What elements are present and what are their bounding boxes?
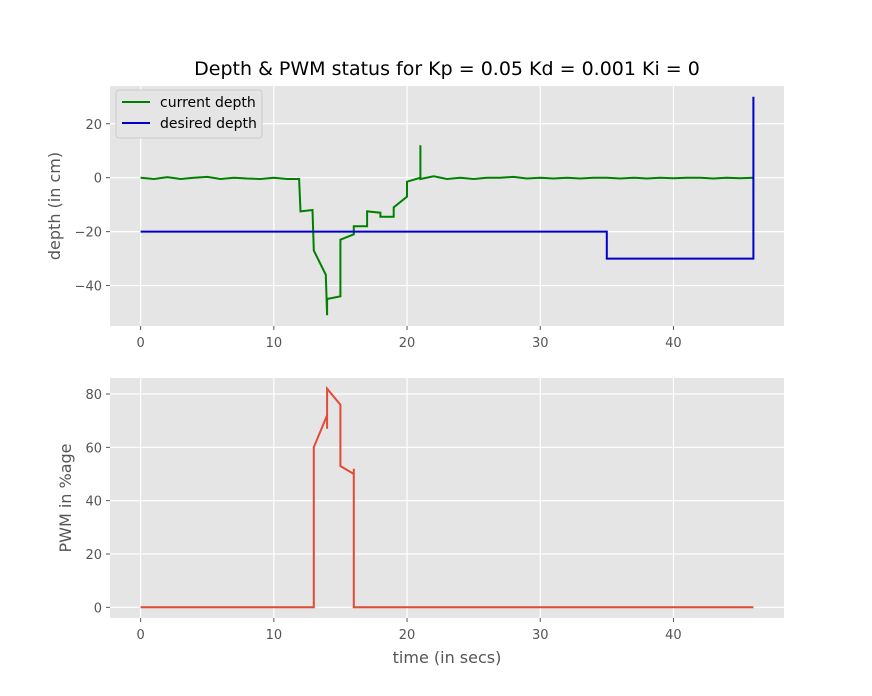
depth-x-tick-label: 20: [399, 336, 416, 351]
pwm-x-tick-label: 10: [266, 628, 283, 643]
depth-y-tick-label: 0: [94, 172, 102, 187]
chart-title: Depth & PWM status for Kp = 0.05 Kd = 0.…: [194, 58, 700, 80]
depth-x-tick-label: 10: [266, 336, 283, 351]
series-line-current-depth: [140, 145, 754, 316]
pwm-y-tick-label: 60: [85, 441, 102, 456]
depth-x-tick-label: 30: [532, 336, 549, 351]
depth-y-tick-label: −20: [75, 226, 102, 241]
pwm-y-tick-label: 20: [85, 548, 102, 563]
pwm-y-tick-label: 40: [85, 495, 102, 510]
pwm-plot-area: [110, 378, 784, 618]
pwm-y-tick-label: 0: [94, 601, 102, 616]
pwm-x-tick-label: 0: [136, 628, 144, 643]
legend: current depth desired depth: [115, 89, 263, 139]
depth-plot: 0 10 20 30 40 20 0 −20 −40 depth (in cm) curren…: [45, 86, 784, 351]
series-line-pwm: [140, 385, 754, 609]
legend-label-current-depth: current depth: [160, 95, 256, 111]
pwm-x-tick-label: 40: [665, 628, 682, 643]
series-line-desired-depth: [140, 96, 755, 260]
pwm-x-tick-label: 30: [532, 628, 549, 643]
legend-label-desired-depth: desired depth: [160, 116, 257, 132]
pwm-y-axis-label: PWM in %age: [56, 443, 75, 552]
pwm-y-tick-label: 80: [85, 388, 102, 403]
legend-box: [115, 89, 263, 139]
depth-x-tick-label: 40: [665, 336, 682, 351]
depth-y-tick-label: 20: [85, 118, 102, 133]
pwm-plot: 0 10 20 30 40 80 60 40 20 0 PWM in %age time (in…: [56, 378, 784, 667]
pwm-x-axis-label: time (in secs): [393, 648, 502, 667]
pwm-x-tick-label: 20: [399, 628, 416, 643]
depth-y-axis-label: depth (in cm): [45, 152, 64, 260]
depth-x-tick-label: 0: [136, 336, 144, 351]
depth-y-tick-label: −40: [75, 280, 102, 295]
